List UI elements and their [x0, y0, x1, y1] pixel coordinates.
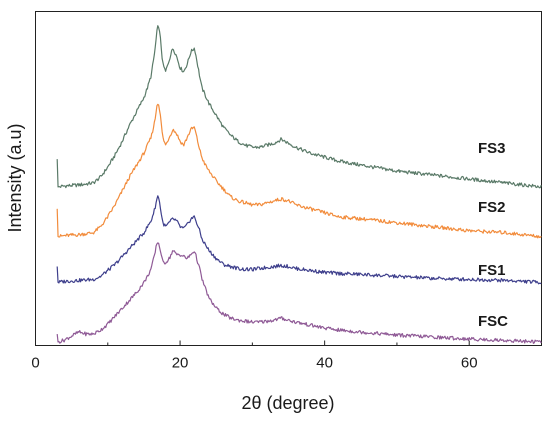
y-axis-title: Intensity (a.u): [5, 123, 25, 232]
series-line-fs2: [56, 103, 542, 239]
series-line-fs3: [56, 25, 542, 189]
series-line-fs1: [56, 195, 542, 285]
series-label-fsc: FSC: [478, 313, 508, 330]
x-tick-label: 40: [316, 355, 333, 372]
series-line-fsc: [56, 242, 542, 344]
series-label-fs1: FS1: [478, 262, 506, 279]
x-axis-title: 2θ (degree): [241, 393, 334, 413]
series-label-fs3: FS3: [478, 140, 506, 157]
x-axis-ticks: 0 20 40 60: [31, 340, 478, 372]
plot-frame: [35, 11, 542, 346]
x-tick-label: 60: [461, 355, 478, 372]
series-label-fs2: FS2: [478, 199, 506, 216]
series-traces: [56, 25, 542, 344]
x-tick-label: 20: [172, 355, 189, 372]
x-tick-label: 0: [31, 355, 39, 372]
